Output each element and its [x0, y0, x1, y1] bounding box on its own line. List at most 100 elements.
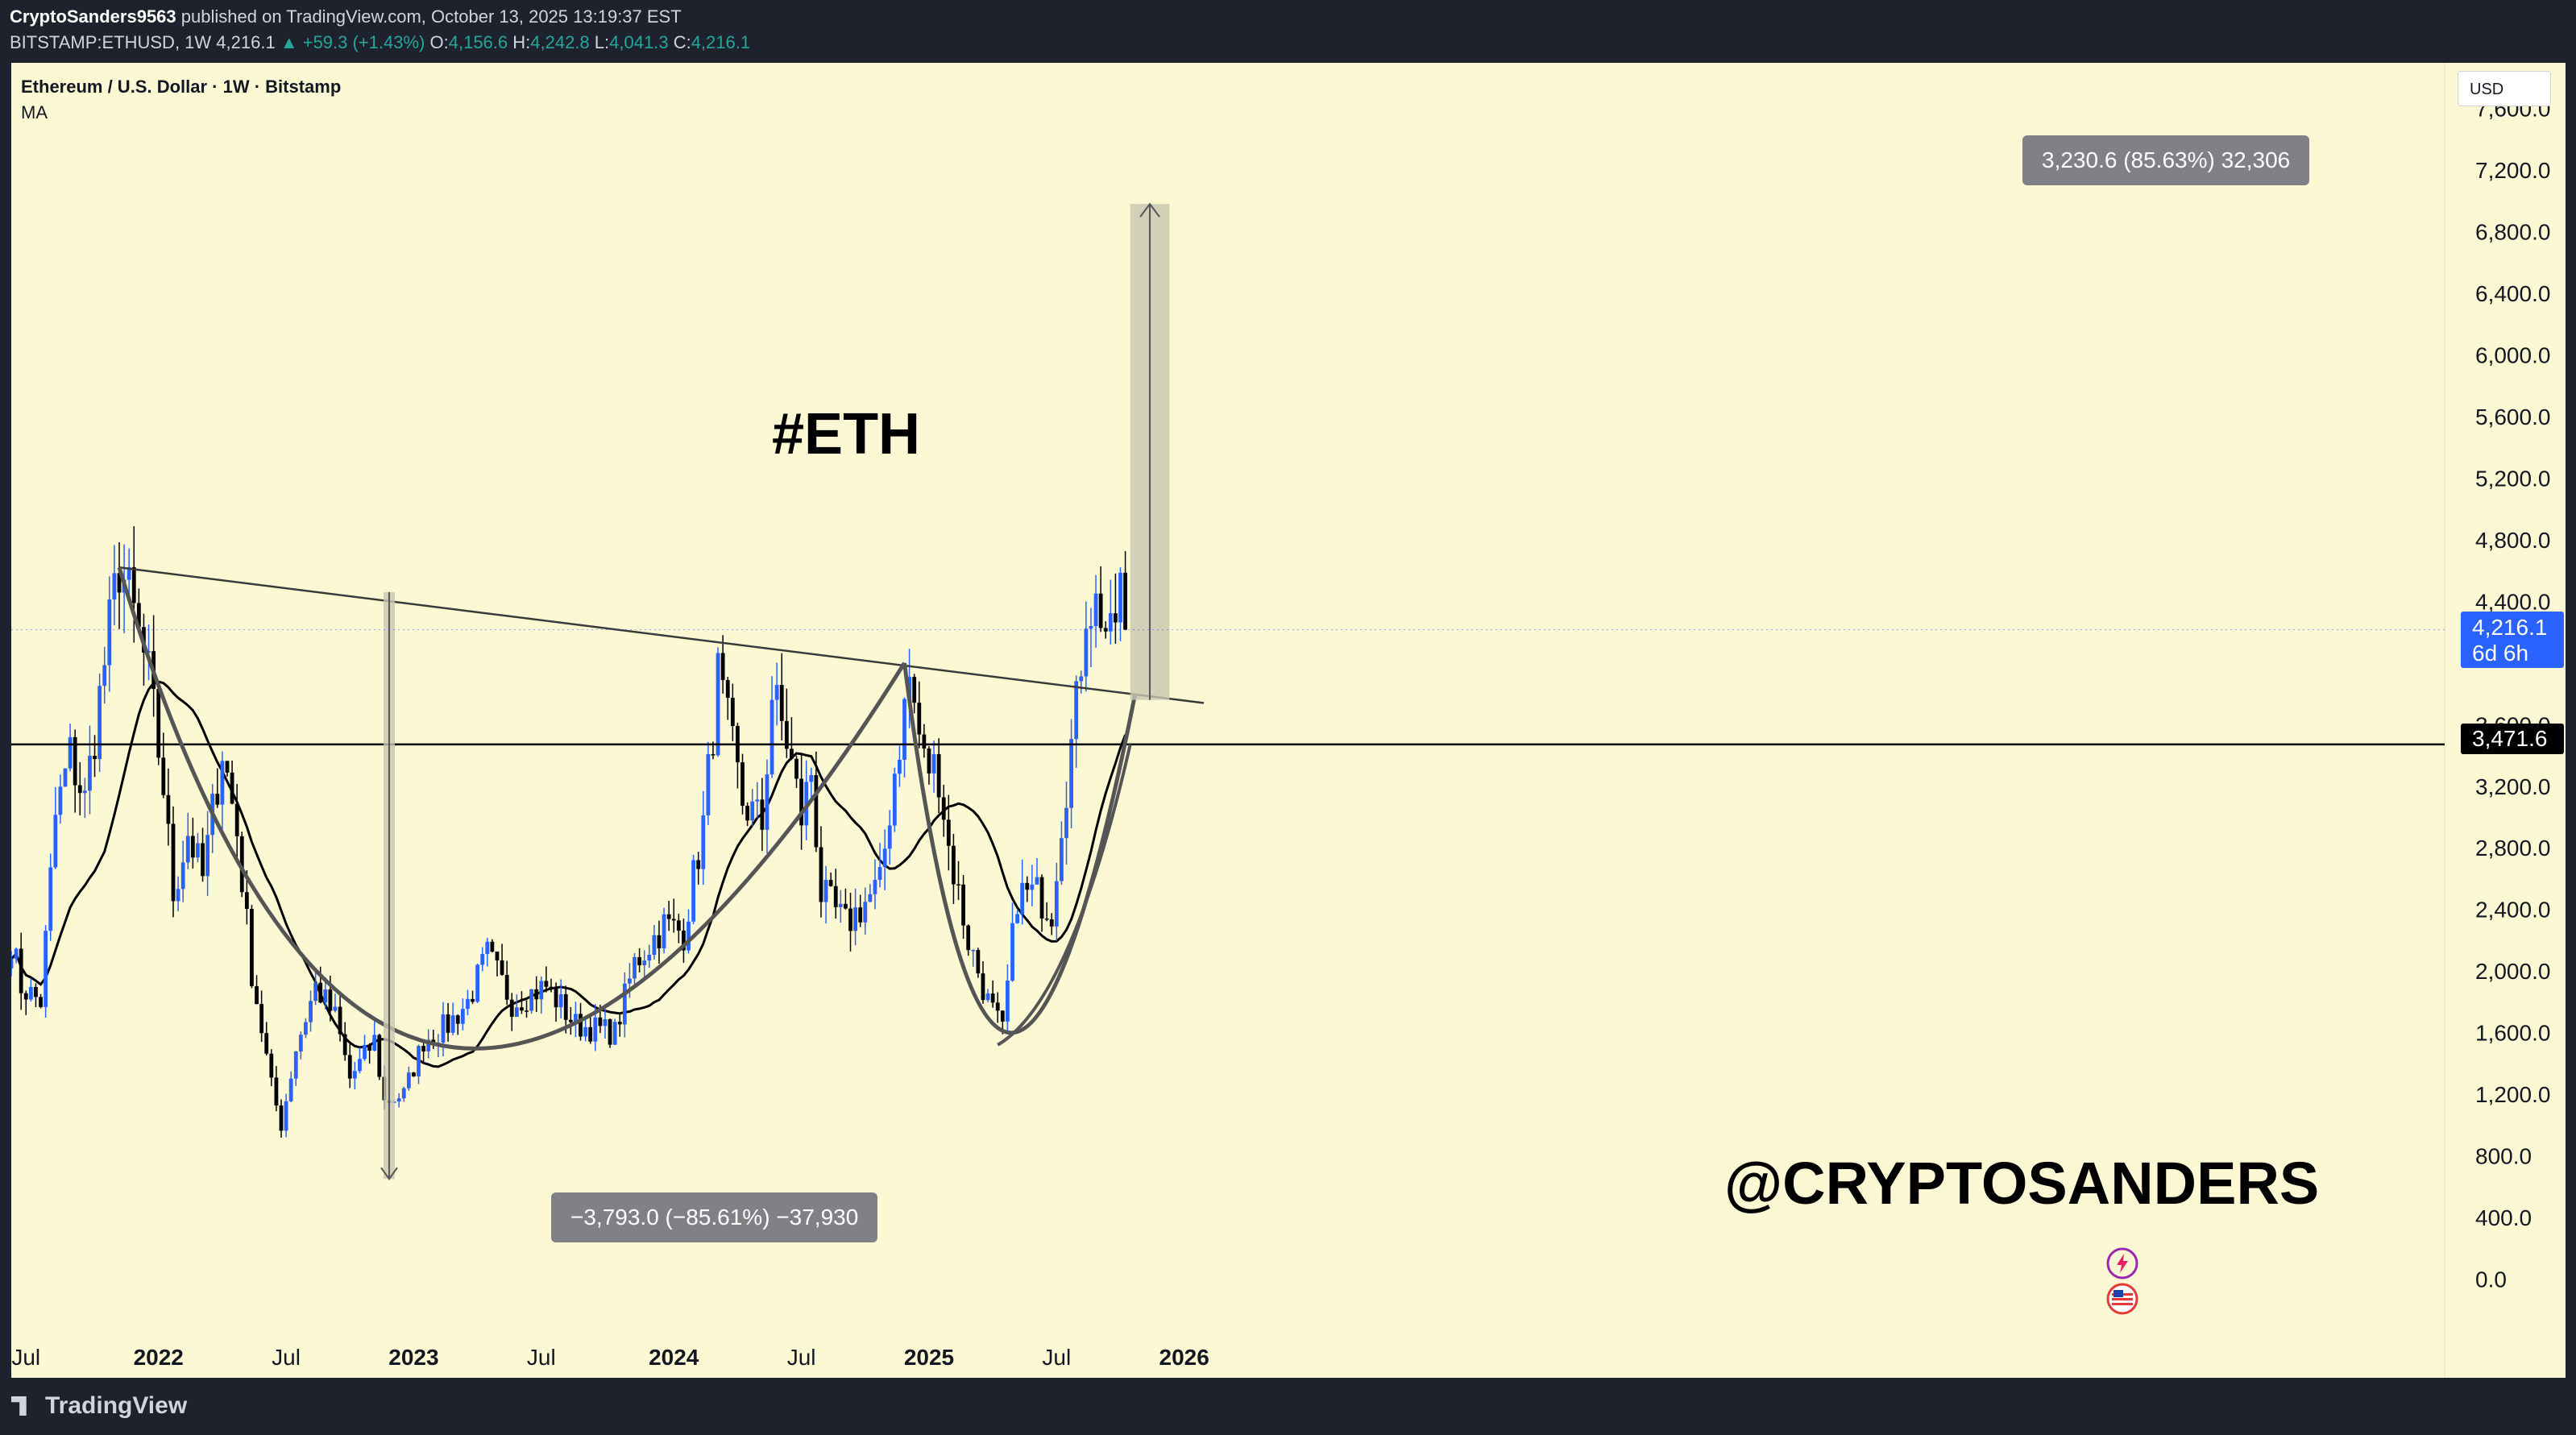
candle-body: [863, 902, 868, 923]
candle-body: [769, 699, 774, 775]
candle-body: [622, 983, 627, 1025]
candle-body: [628, 978, 632, 984]
candle-body: [63, 768, 68, 787]
candle-body: [509, 999, 514, 1017]
handle-curve[interactable]: [902, 662, 1138, 1035]
candle-body: [873, 880, 877, 894]
candle-body: [971, 949, 976, 952]
candle-body: [446, 1014, 450, 1033]
candle-body: [250, 909, 254, 986]
candle-body: [1069, 739, 1073, 808]
candle-body: [39, 997, 43, 1007]
currency-button[interactable]: USD: [2458, 71, 2551, 106]
candle-body: [347, 1055, 352, 1079]
candle-body: [23, 993, 28, 1000]
candle-body: [367, 1044, 372, 1051]
candle-body: [255, 985, 259, 1005]
candle-body: [755, 799, 760, 802]
candle-body: [985, 993, 990, 1001]
x-tick-label: 2023: [388, 1345, 438, 1370]
candle-body: [259, 1004, 264, 1034]
us-flag-icon[interactable]: [2106, 1283, 2138, 1315]
candle-body: [682, 931, 686, 951]
candle-body: [426, 1039, 431, 1051]
chart-area[interactable]: 0.0 400.0 800.0 1,200.0 1,600.0 2,000.0 2,400.…: [11, 63, 2566, 1378]
author-name[interactable]: CryptoSanders9563: [10, 6, 176, 27]
horizontal-line-label: 3,471.6: [2461, 724, 2564, 754]
measure-up-arrowhead: [1139, 202, 1160, 218]
candle-body: [264, 1033, 269, 1054]
candle-body: [858, 907, 863, 923]
candle-body: [608, 1018, 612, 1045]
candle-body: [1118, 572, 1122, 623]
candle-body: [450, 1015, 455, 1033]
high-label: H:: [512, 32, 531, 52]
y-tick-label: 2,400.0: [2475, 898, 2550, 923]
candle-body: [647, 955, 652, 961]
candle-body: [471, 998, 475, 1002]
candle-body: [475, 964, 480, 1002]
candle-body: [917, 703, 922, 735]
candle-body: [480, 954, 485, 965]
candle-body: [687, 921, 691, 951]
candle-body: [833, 885, 838, 907]
tradingview-logo[interactable]: TradingView: [11, 1392, 187, 1420]
candle-body: [1093, 593, 1098, 626]
candle-body: [504, 974, 509, 1000]
candle-body: [107, 599, 112, 666]
eth-annotation: #ETH: [772, 402, 921, 467]
ohlc-line: BITSTAMP:ETHUSD, 1W 4,216.1 ▲ +59.3 (+1.…: [10, 32, 750, 53]
cup-curve[interactable]: [117, 566, 906, 1051]
y-tick-label: 400.0: [2475, 1205, 2532, 1230]
y-tick-label: 4,400.0: [2475, 589, 2550, 614]
candle-body: [617, 1022, 622, 1025]
candle-body: [372, 1035, 377, 1051]
candle-body: [549, 986, 554, 989]
candle-body: [642, 960, 647, 965]
candle-body: [539, 981, 544, 1000]
candle-body: [774, 685, 779, 700]
publish-date: published on TradingView.com, October 13…: [180, 6, 682, 27]
y-tick-label: 6,800.0: [2475, 220, 2550, 245]
candle-body: [612, 1022, 617, 1045]
open-label: O:: [429, 32, 449, 52]
candle-body: [342, 1034, 347, 1056]
candle-body: [73, 736, 77, 786]
candle-body: [156, 689, 161, 758]
y-tick-label: 6,000.0: [2475, 342, 2550, 367]
legend-indicator[interactable]: MA: [21, 102, 48, 122]
candle-body: [279, 1105, 284, 1131]
current-price-label: 4,216.1 6d 6h: [2461, 612, 2564, 668]
high-value: 4,242.8: [530, 32, 590, 52]
candle-body: [234, 803, 239, 836]
candle-body: [14, 948, 19, 960]
candle-body: [652, 935, 657, 956]
candle-body: [981, 973, 985, 1001]
candle-body: [171, 823, 176, 902]
candle-body: [102, 665, 107, 686]
candle-body: [898, 759, 902, 774]
x-tick-label: Jul: [527, 1345, 556, 1370]
candle-body: [417, 1046, 421, 1076]
candle-body: [147, 651, 151, 653]
descending-trendline[interactable]: [118, 566, 1205, 704]
candle-body: [799, 778, 804, 826]
low-label: L:: [594, 32, 610, 52]
candle-body: [406, 1072, 411, 1089]
current-price-value: 4,216.1: [2472, 615, 2548, 640]
rising-support-curve[interactable]: [997, 744, 1132, 1047]
candle-body: [520, 1007, 524, 1011]
candle-body: [431, 1039, 436, 1044]
lightning-icon[interactable]: [2106, 1247, 2138, 1279]
candle-body: [460, 1009, 465, 1024]
candle-body: [352, 1071, 357, 1079]
x-tick-label: 2026: [1159, 1345, 1209, 1370]
candle-body: [554, 986, 558, 1008]
chart-legend: Ethereum / U.S. Dollar · 1W · Bitstamp M…: [21, 74, 341, 126]
candle-body: [284, 1101, 288, 1131]
candle-body: [97, 686, 102, 760]
candle-body: [58, 786, 63, 815]
y-tick-label: 5,200.0: [2475, 466, 2550, 491]
candle-body: [88, 756, 92, 791]
chart-canvas[interactable]: 0.0 400.0 800.0 1,200.0 1,600.0 2,000.0 2,400.…: [11, 63, 2566, 1378]
